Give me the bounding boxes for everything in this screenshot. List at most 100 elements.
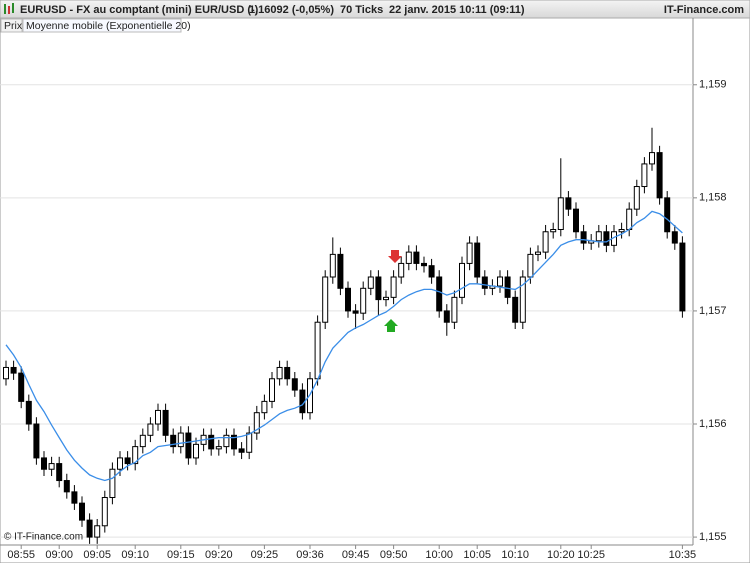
x-tick-label: 10:05 bbox=[463, 549, 491, 561]
candle-body bbox=[155, 409, 161, 425]
candle-body bbox=[276, 366, 283, 380]
candle-body bbox=[48, 463, 55, 470]
candle-body bbox=[132, 446, 139, 465]
x-tick-label: 09:00 bbox=[45, 549, 73, 561]
candle-body bbox=[573, 208, 579, 233]
candle-body bbox=[94, 525, 101, 538]
x-tick-label: 09:25 bbox=[251, 549, 279, 561]
candle-body bbox=[337, 253, 344, 289]
candle-body bbox=[25, 400, 32, 425]
y-tick-label: 1,157 bbox=[699, 305, 727, 317]
candle-body bbox=[63, 480, 70, 493]
candle-body bbox=[307, 378, 313, 414]
last-price: 1,16092 (-0,05%) bbox=[249, 4, 334, 16]
x-tick-label: 09:10 bbox=[121, 549, 149, 561]
candle-body bbox=[41, 457, 47, 470]
candle-body bbox=[519, 276, 526, 323]
x-tick-label: 09:50 bbox=[380, 549, 408, 561]
candle-body bbox=[481, 276, 488, 289]
candle-body bbox=[557, 197, 564, 231]
candle-body bbox=[375, 276, 382, 301]
candle-body bbox=[527, 253, 534, 278]
candle-body bbox=[641, 163, 648, 188]
header-icon bbox=[4, 3, 14, 14]
candle-body bbox=[193, 443, 199, 459]
candle-body bbox=[497, 276, 503, 287]
candle-body bbox=[421, 262, 427, 267]
candle-body bbox=[428, 265, 435, 278]
candle-body bbox=[512, 296, 519, 323]
x-tick-label: 08:55 bbox=[7, 549, 35, 561]
candle-body bbox=[459, 262, 465, 298]
candle-body bbox=[147, 423, 154, 436]
candle-body bbox=[436, 276, 443, 312]
x-tick-label: 09:20 bbox=[205, 549, 233, 561]
candle-body bbox=[664, 197, 671, 233]
candle-body bbox=[314, 321, 321, 380]
candle-body bbox=[3, 366, 9, 380]
candle-body bbox=[33, 423, 40, 459]
candle-body bbox=[679, 242, 686, 312]
candle-body bbox=[474, 242, 481, 278]
x-tick-label: 10:20 bbox=[547, 549, 575, 561]
x-tick-label: 10:35 bbox=[669, 549, 697, 561]
candle-body bbox=[626, 208, 633, 231]
buy-signal bbox=[384, 319, 398, 332]
candle-body bbox=[185, 432, 192, 459]
candle-body bbox=[284, 366, 291, 380]
candle-body bbox=[18, 372, 25, 402]
candle-body bbox=[291, 378, 298, 391]
ema-line bbox=[5, 210, 683, 482]
candle-body bbox=[405, 251, 412, 264]
x-tick-label: 09:45 bbox=[342, 549, 370, 561]
x-tick-label: 10:25 bbox=[577, 549, 605, 561]
candle-body bbox=[550, 229, 557, 233]
candle-body bbox=[413, 251, 420, 264]
candle-body bbox=[656, 152, 663, 199]
candle-body bbox=[565, 197, 572, 210]
x-tick-label: 09:15 bbox=[167, 549, 195, 561]
watermark: © IT-Finance.com bbox=[4, 532, 83, 543]
candle-body bbox=[345, 287, 351, 312]
candle-body bbox=[367, 276, 374, 289]
candle-body bbox=[162, 409, 169, 436]
candle-body bbox=[603, 231, 610, 246]
candle-body bbox=[466, 242, 473, 264]
legend-entry: Moyenne mobile (Exponentielle 20) bbox=[26, 20, 191, 32]
candle-body bbox=[124, 457, 131, 465]
candle-body bbox=[177, 432, 184, 448]
candle-body bbox=[117, 457, 123, 470]
candle-body bbox=[10, 366, 17, 374]
y-tick-label: 1,159 bbox=[699, 79, 727, 91]
candle-body bbox=[671, 231, 678, 244]
candle-body bbox=[329, 253, 336, 278]
x-tick-label: 10:10 bbox=[501, 549, 529, 561]
candle-body bbox=[215, 446, 222, 450]
candle-body bbox=[535, 251, 541, 255]
candle-body bbox=[139, 434, 146, 448]
y-tick-label: 1,156 bbox=[699, 418, 727, 430]
plot bbox=[0, 84, 693, 544]
candle-body bbox=[238, 448, 245, 453]
candle-body bbox=[322, 276, 329, 323]
candle-body bbox=[398, 262, 405, 278]
candle-body bbox=[352, 310, 359, 314]
candle-body bbox=[101, 497, 108, 527]
x-tick-label: 09:05 bbox=[83, 549, 111, 561]
datetime: 22 janv. 2015 10:11 (09:11) bbox=[389, 4, 525, 16]
candle-body bbox=[109, 468, 116, 499]
candle-body bbox=[246, 432, 253, 453]
candle-body bbox=[451, 296, 458, 323]
candle-body bbox=[580, 231, 587, 244]
candle-body bbox=[253, 412, 260, 434]
candle-body bbox=[56, 463, 63, 482]
candle-body bbox=[504, 276, 511, 298]
source: IT-Finance.com bbox=[664, 4, 744, 16]
y-tick-label: 1,158 bbox=[699, 192, 727, 204]
legend-box bbox=[0, 18, 23, 33]
candle-body bbox=[360, 287, 367, 314]
candle-body bbox=[71, 491, 78, 504]
candle-body bbox=[170, 434, 177, 448]
